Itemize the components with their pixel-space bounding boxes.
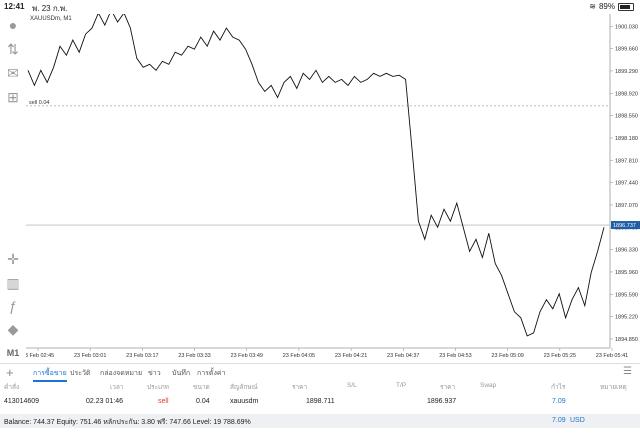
new-order-icon[interactable]: ⊞ [7,89,19,105]
chart-svg: 1900.030 1899.660 1899.290 1898.920 1898.550… [26,14,640,359]
price-tag-bg [611,221,640,230]
col-sl: S/L [347,382,357,389]
currency: USD [570,417,585,424]
col-type: ประเภท [147,384,169,391]
status-time: 12:41 [4,2,25,11]
crosshair-icon[interactable]: ✛ [7,251,19,267]
x-tick-label: 23 Feb 03:01 [74,353,106,359]
col-price: ราคา [292,384,308,391]
tab-history[interactable]: ประวัติ [70,370,91,377]
order-type: sell [158,398,169,405]
x-tick-label: 23 Feb 04:53 [439,353,471,359]
terminal-tabs: + การซื้อขาย ประวัติ กล่องจดหมาย ข่าว บั… [0,363,640,382]
tab-trade[interactable]: การซื้อขาย [33,368,67,382]
status-date: พ. 23 ก.พ. [32,4,68,13]
x-tick-label: 23 Feb 05:09 [491,353,523,359]
x-tick-label: 23 Feb 03:17 [126,353,158,359]
wifi-icon: ≋ [589,2,596,11]
col-tp: T/P [396,382,407,389]
tab-mailbox[interactable]: กล่องจดหมาย [100,370,143,377]
col-size: ขนาด [193,384,210,391]
order-ticket: 413014609 [4,398,40,405]
col-swap: Swap [480,382,497,389]
y-tick-label: 1898.180 [615,136,638,142]
tab-news[interactable]: ข่าว [148,370,161,377]
balance-text: Balance: 744.37 Equity: 751.46 หลักประกั… [4,419,251,426]
y-tick-label: 1895.960 [615,270,638,276]
order-row[interactable]: 413014609 02.23 01:46 sell 0.04 xauusdm … [0,398,640,412]
menu-icon[interactable]: ☰ [623,366,632,377]
balance-bar: Balance: 744.37 Equity: 751.46 หลักประกั… [0,414,640,428]
x-tick-label: 23 Feb 05:41 [596,353,628,359]
tab-journal[interactable]: บันทึก [172,370,191,377]
col-symbol: สัญลักษณ์ [230,384,258,391]
status-bar: 12:41 พ. 23 ก.พ. ≋ 89% [0,0,640,14]
order-profit: 7.09 [552,398,566,405]
col-comment: หมายเหตุ [600,384,627,391]
left-toolbar: ● ⇅ ✉ ⊞ ✛ ▥ ƒ ◆ M1 [0,14,26,360]
price-series-line [27,14,605,337]
objects-icon[interactable]: ◆ [7,321,19,337]
order-current-price: 1896.937 [427,398,457,405]
account-icon[interactable]: ● [8,17,18,33]
y-tick-label: 1896.330 [615,248,638,254]
y-tick-label: 1900.030 [615,24,638,30]
y-tick-label: 1897.810 [615,158,638,164]
x-tick-label: 23 Feb 05:25 [544,353,576,359]
order-time: 02.23 01:46 [86,398,123,405]
x-tick-label: 23 Feb 04:37 [387,353,419,359]
sell-level-label: sell 0.04 [29,100,50,106]
y-tick-label: 1899.290 [615,69,638,75]
trade-arrows-icon[interactable]: ⇅ [7,41,19,57]
y-tick-label: 1895.220 [615,315,638,321]
y-tick-label: 1895.590 [615,292,638,298]
price-tag: 1896.737 [613,223,636,229]
tab-settings[interactable]: การตั้งค่า [197,370,226,377]
battery-icon [618,2,634,11]
symbol-label: XAUUSDm, M1 [30,16,72,22]
col-time: เวลา [110,384,124,391]
orders-header: คำสั่ง เวลา ประเภท ขนาด สัญลักษณ์ ราคา S… [0,382,640,394]
timeframe-button[interactable]: M1 [6,348,20,358]
x-tick-label: 23 Feb 04:21 [335,353,367,359]
candles-icon[interactable]: ▥ [6,275,20,291]
y-tick-label: 1897.070 [615,203,638,209]
total-profit: 7.09 [552,417,566,424]
col-current-price: ราคา [440,384,456,391]
add-icon[interactable]: + [6,365,14,380]
y-tick-label: 1898.550 [615,114,638,120]
x-tick-label: 23 Feb 04:05 [283,353,315,359]
y-tick-label: 1898.920 [615,91,638,97]
col-profit: กำไร [551,384,566,391]
x-tick-label: 23 Feb 02:45 [26,353,54,359]
y-tick-label: 1897.440 [615,181,638,187]
chat-icon[interactable]: ✉ [7,65,19,81]
battery-percent: 89% [598,2,615,11]
y-tick-label: 1899.660 [615,47,638,53]
order-open-price: 1898.711 [306,398,335,405]
price-chart[interactable]: 1900.030 1899.660 1899.290 1898.920 1898.550… [26,14,640,360]
x-tick-label: 23 Feb 03:33 [178,353,210,359]
x-tick-label: 23 Feb 03:49 [231,353,263,359]
col-order: คำสั่ง [4,384,20,391]
y-tick-label: 1894.850 [615,337,638,343]
order-size: 0.04 [196,398,210,405]
order-symbol: xauusdm [230,398,259,405]
indicators-icon[interactable]: ƒ [9,298,17,314]
